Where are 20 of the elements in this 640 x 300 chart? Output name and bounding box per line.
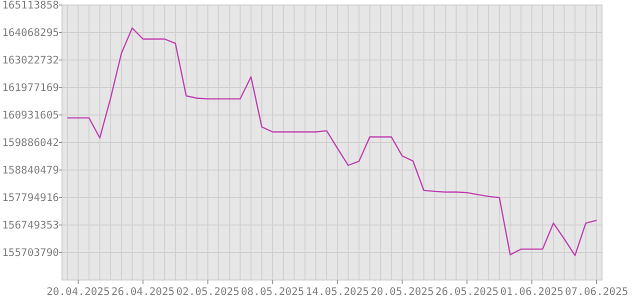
y-tick-label: 155703790	[2, 247, 59, 260]
x-tick-label: 02.05.2025	[176, 286, 240, 298]
y-tick-label: 160931605	[2, 110, 59, 122]
x-tick-label: 14.05.2025	[306, 286, 370, 298]
line-series	[66, 27, 598, 256]
y-tick-label: 159886042	[2, 137, 59, 150]
x-tick-label: 26.05.2025	[435, 286, 499, 298]
x-tick-label: 08.05.2025	[240, 286, 304, 298]
y-tick-label: 165113858	[2, 0, 59, 12]
x-tick-label: 26.04.2025	[111, 286, 175, 298]
x-tick-label: 20.04.2025	[46, 286, 110, 298]
x-tick-label: 07.06.2025	[564, 286, 628, 298]
y-tick-label: 161977169	[2, 82, 59, 94]
y-tick-label: 156749353	[2, 220, 59, 232]
y-tick-label: 158840479	[2, 164, 59, 177]
x-tick-label: 01.06.2025	[500, 286, 564, 298]
y-tick-label: 164068295	[2, 27, 59, 40]
y-tick-label: 157794916	[2, 192, 59, 204]
x-tick-label: 20.05.2025	[370, 286, 434, 298]
y-tick-label: 163022732	[2, 54, 59, 67]
